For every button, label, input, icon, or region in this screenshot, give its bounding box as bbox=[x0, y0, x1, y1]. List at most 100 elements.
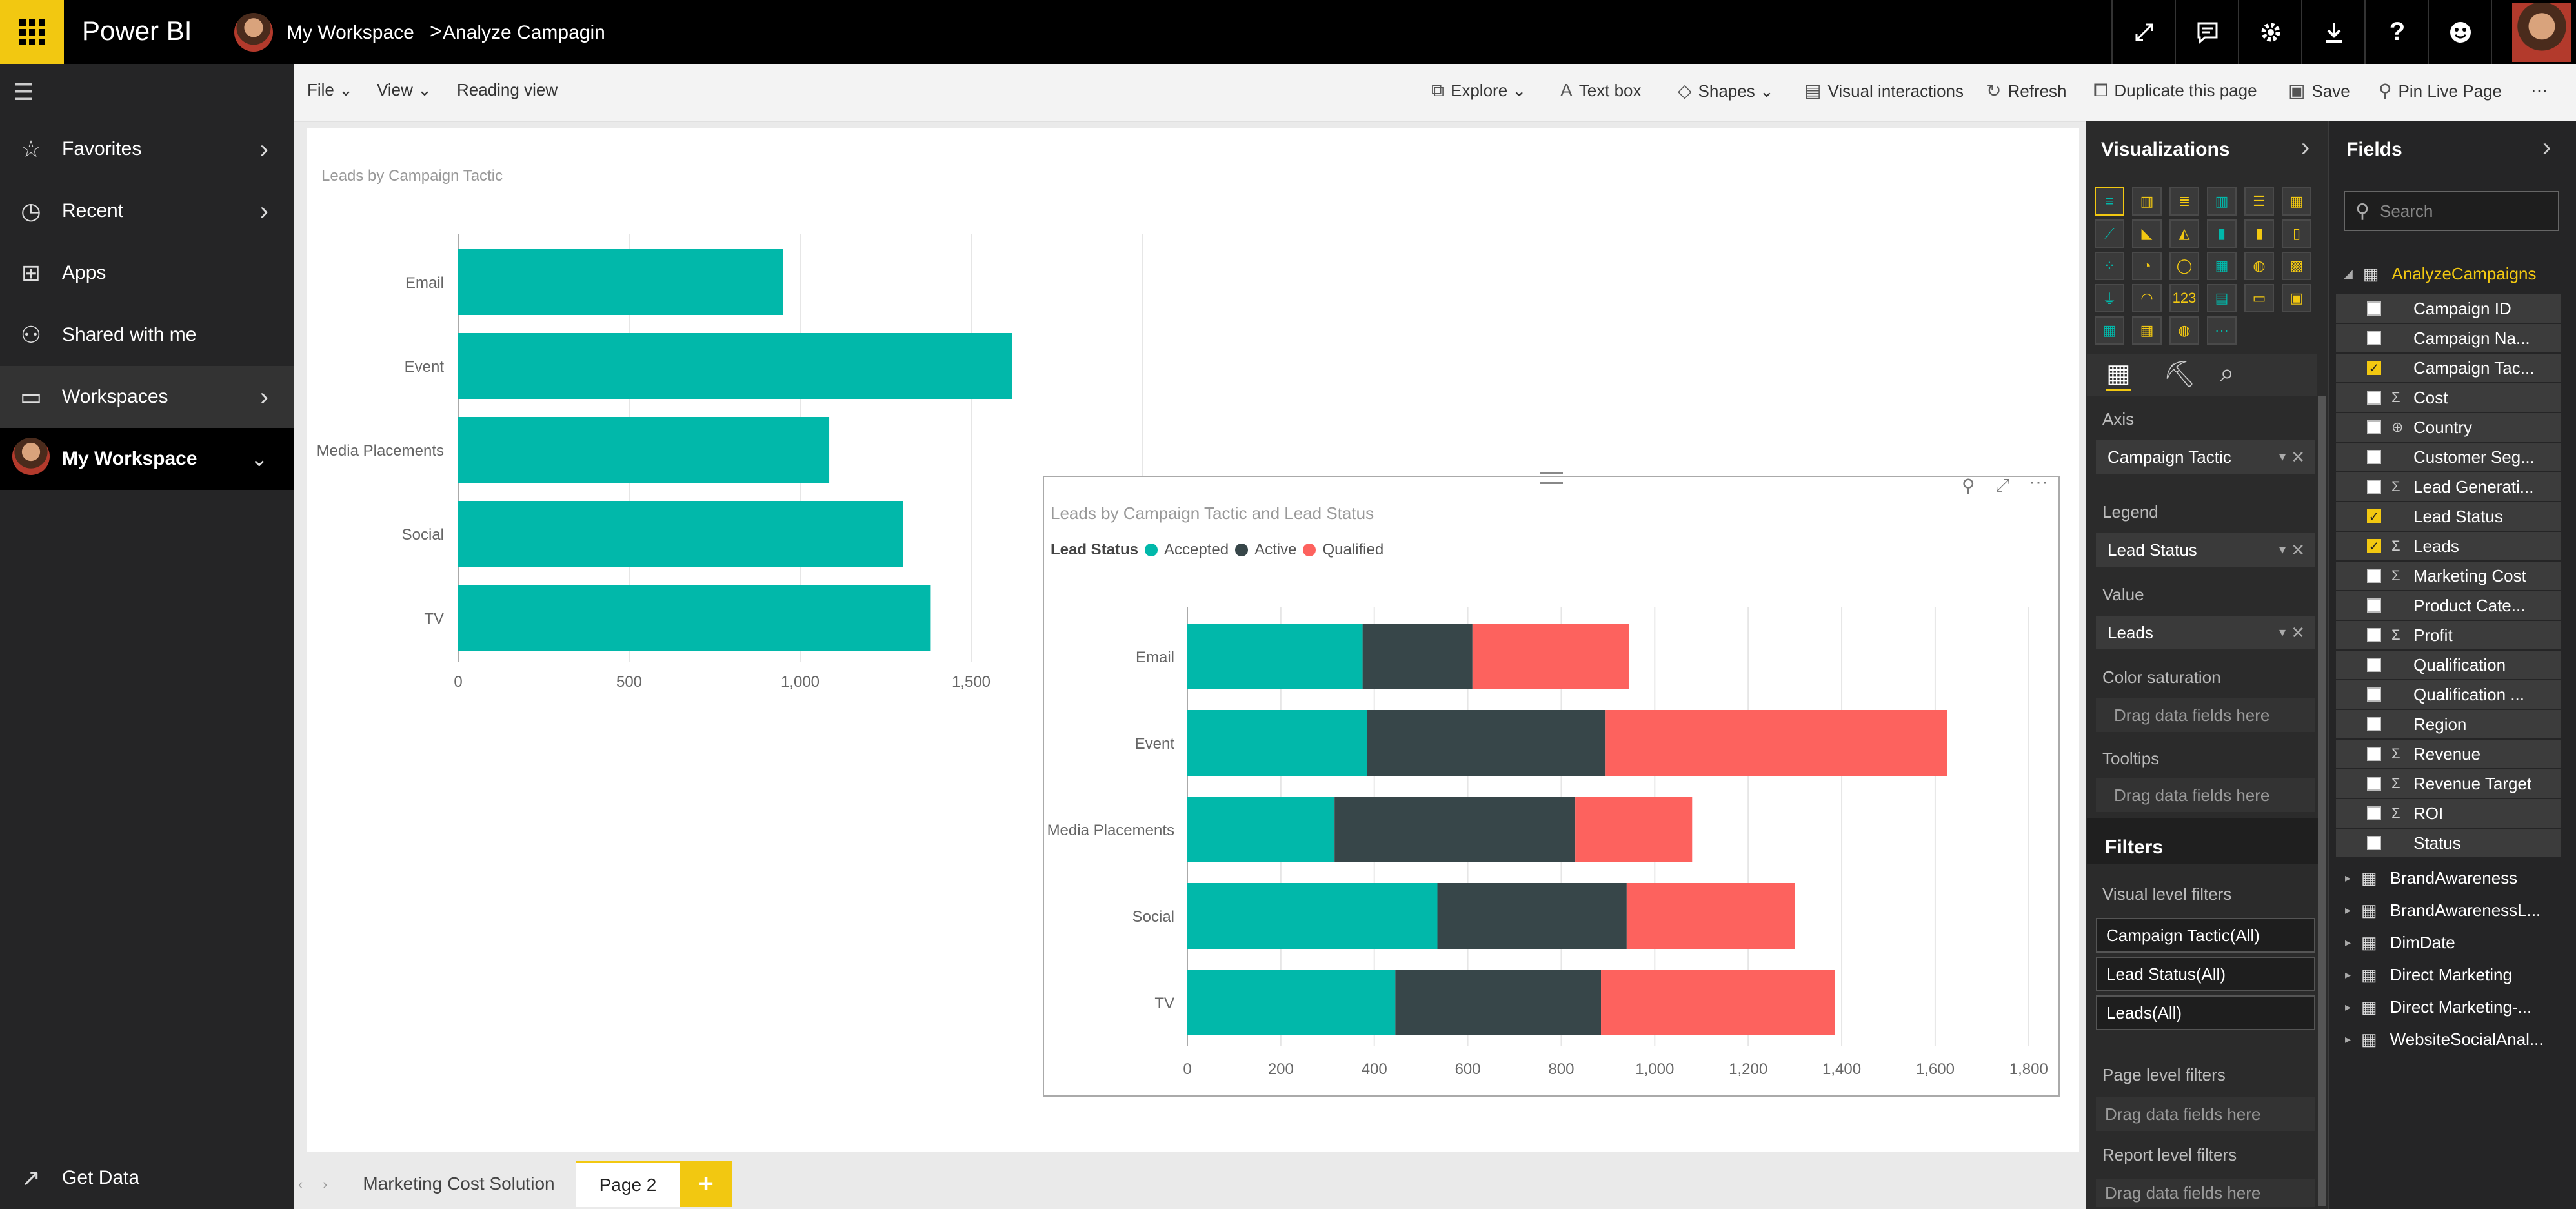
chart-leads-by-tactic-and-status[interactable]: 0 200 400 600 800 1,000 1,200 1,400 1,600 1,800 Em… bbox=[1044, 581, 2058, 1095]
field-item[interactable]: Region bbox=[2336, 710, 2561, 738]
nav-item-my-workspace[interactable]: My Workspace ⌄ bbox=[0, 428, 294, 490]
nav-item-recent[interactable]: ◷ Recent › bbox=[0, 180, 294, 242]
gear-icon[interactable] bbox=[2238, 0, 2302, 64]
field-item[interactable]: Campaign ID bbox=[2336, 294, 2561, 323]
visual-type-icon[interactable]: ◍ bbox=[2169, 316, 2199, 345]
field-checkbox[interactable] bbox=[2367, 450, 2381, 464]
field-item[interactable]: Σ Cost bbox=[2336, 383, 2561, 412]
duplicate-page-button[interactable]: ⧠ Duplicate this page bbox=[2093, 80, 2257, 101]
scroll-left-icon[interactable]: ‹ bbox=[298, 1176, 303, 1192]
field-table[interactable]: ▸ ▦ DimDate bbox=[2336, 927, 2455, 958]
field-item[interactable]: Qualification bbox=[2336, 651, 2561, 679]
visual-type-icon[interactable]: 123 bbox=[2169, 284, 2199, 312]
app-launcher-icon[interactable] bbox=[0, 0, 64, 64]
field-checkbox[interactable] bbox=[2367, 569, 2381, 583]
reading-view-button[interactable]: Reading view bbox=[457, 80, 558, 99]
field-checkbox[interactable]: ✓ bbox=[2367, 509, 2381, 524]
more-options-icon[interactable]: ··· bbox=[2531, 80, 2548, 99]
collapse-fields-pane-icon[interactable]: › bbox=[2542, 133, 2551, 161]
tab-page-2[interactable]: Page 2 bbox=[576, 1161, 680, 1207]
dropdown-arrow-icon[interactable]: ▾ bbox=[2279, 625, 2286, 640]
visual-type-icon[interactable]: ▩ bbox=[2282, 252, 2311, 280]
field-item[interactable]: ⊕ Country bbox=[2336, 413, 2561, 442]
visual-type-icon[interactable]: ≡ bbox=[2095, 187, 2124, 216]
focus-mode-icon[interactable]: ⤢ bbox=[1995, 475, 2010, 495]
field-checkbox[interactable] bbox=[2367, 836, 2381, 850]
field-checkbox[interactable] bbox=[2367, 301, 2381, 316]
get-data-button[interactable]: ↗ Get Data bbox=[0, 1147, 294, 1209]
avatar[interactable] bbox=[2512, 3, 2571, 62]
remove-field-icon[interactable]: ✕ bbox=[2291, 447, 2305, 467]
field-item[interactable]: Product Cate... bbox=[2336, 591, 2561, 620]
value-well[interactable]: Leads ▾ ✕ bbox=[2096, 616, 2315, 649]
field-item[interactable]: ✓ Lead Status bbox=[2336, 502, 2561, 531]
visual-type-icon[interactable]: ▯ bbox=[2282, 219, 2311, 248]
smiley-icon[interactable] bbox=[2428, 0, 2492, 64]
text-box-button[interactable]: A Text box bbox=[1560, 80, 1642, 101]
field-checkbox[interactable] bbox=[2367, 717, 2381, 731]
search-input[interactable]: Search bbox=[2379, 201, 2433, 221]
download-icon[interactable] bbox=[2301, 0, 2366, 64]
viz-pane-scrollbar[interactable] bbox=[2318, 396, 2326, 1206]
more-visuals-icon[interactable]: ··· bbox=[2207, 316, 2237, 345]
field-checkbox[interactable] bbox=[2367, 480, 2381, 494]
visual-type-icon[interactable]: ◣ bbox=[2132, 219, 2162, 248]
field-checkbox[interactable] bbox=[2367, 747, 2381, 761]
visual-type-icon[interactable]: ▮ bbox=[2207, 219, 2237, 248]
visual-type-icon[interactable]: ◯ bbox=[2169, 252, 2199, 280]
visual-type-icon[interactable]: ▥ bbox=[2207, 187, 2237, 216]
file-menu[interactable]: File ⌄ bbox=[307, 80, 353, 100]
field-item[interactable]: Campaign Na... bbox=[2336, 324, 2561, 352]
visual-type-icon[interactable]: ≣ bbox=[2169, 187, 2199, 216]
analytics-icon[interactable]: ⌕ bbox=[2220, 359, 2235, 387]
field-checkbox[interactable] bbox=[2367, 777, 2381, 791]
hamburger-menu-icon[interactable]: ☰ bbox=[13, 79, 34, 105]
field-item[interactable]: Σ ROI bbox=[2336, 799, 2561, 828]
visual-type-icon[interactable]: ⁘ bbox=[2095, 252, 2124, 280]
remove-field-icon[interactable]: ✕ bbox=[2291, 623, 2305, 642]
visual-interactions-button[interactable]: ▤ Visual interactions bbox=[1804, 80, 1964, 101]
field-item[interactable]: Σ Profit bbox=[2336, 621, 2561, 649]
visual-type-icon[interactable]: ▣ bbox=[2282, 284, 2311, 312]
help-icon[interactable]: ? bbox=[2364, 0, 2429, 64]
field-item[interactable]: Status bbox=[2336, 829, 2561, 857]
filter-card[interactable]: Campaign Tactic(All) bbox=[2096, 918, 2315, 953]
field-checkbox[interactable] bbox=[2367, 598, 2381, 613]
field-item[interactable]: ✓ Σ Leads bbox=[2336, 532, 2561, 560]
field-checkbox[interactable] bbox=[2367, 806, 2381, 820]
nav-item-favorites[interactable]: ☆ Favorites › bbox=[0, 118, 294, 180]
field-item[interactable]: Qualification ... bbox=[2336, 680, 2561, 709]
visual-type-icon[interactable]: ◔ bbox=[2132, 252, 2162, 280]
visual-type-icon[interactable]: ◠ bbox=[2132, 284, 2162, 312]
nav-item-shared-with-me[interactable]: ⚇ Shared with me bbox=[0, 304, 294, 366]
nav-item-workspaces[interactable]: ▭ Workspaces › bbox=[0, 366, 294, 428]
scroll-right-icon[interactable]: › bbox=[323, 1176, 328, 1192]
visual-type-icon[interactable]: ▦ bbox=[2132, 316, 2162, 345]
visual-type-icon[interactable]: ⏚ bbox=[2095, 284, 2124, 312]
field-checkbox[interactable]: ✓ bbox=[2367, 361, 2381, 376]
dropdown-arrow-icon[interactable]: ▾ bbox=[2279, 543, 2286, 557]
field-item[interactable]: Σ Revenue bbox=[2336, 740, 2561, 768]
legend-item-active[interactable]: Active bbox=[1254, 541, 1297, 558]
format-paint-roller-icon[interactable]: ⛏ bbox=[2163, 360, 2196, 389]
field-checkbox[interactable] bbox=[2367, 391, 2381, 405]
comment-icon[interactable] bbox=[2175, 0, 2239, 64]
drag-handle-icon[interactable] bbox=[1540, 472, 1563, 484]
fields-search[interactable]: ⚲ Search bbox=[2344, 191, 2559, 231]
tab-marketing-cost-solution[interactable]: Marketing Cost Solution bbox=[363, 1173, 555, 1194]
visual-type-icon[interactable]: ▭ bbox=[2244, 284, 2274, 312]
visual-type-icon[interactable]: ▤ bbox=[2207, 284, 2237, 312]
field-table[interactable]: ▸ ▦ Direct Marketing bbox=[2336, 959, 2512, 990]
visual-type-icon[interactable]: ▦ bbox=[2207, 252, 2237, 280]
visual-type-icon[interactable]: ▥ bbox=[2132, 187, 2162, 216]
visual-type-icon[interactable]: ◭ bbox=[2169, 219, 2199, 248]
page-filters-well[interactable]: Drag data fields here bbox=[2096, 1097, 2315, 1131]
field-checkbox[interactable] bbox=[2367, 420, 2381, 434]
tooltips-well[interactable]: Drag data fields here bbox=[2096, 778, 2315, 812]
field-item[interactable]: Σ Lead Generati... bbox=[2336, 472, 2561, 501]
report-filters-well[interactable]: Drag data fields here bbox=[2096, 1179, 2315, 1207]
visual-type-icon[interactable]: ⟋ bbox=[2095, 219, 2124, 248]
fullscreen-icon[interactable] bbox=[2111, 0, 2176, 64]
pin-live-page-button[interactable]: ⚲ Pin Live Page bbox=[2379, 80, 2502, 101]
